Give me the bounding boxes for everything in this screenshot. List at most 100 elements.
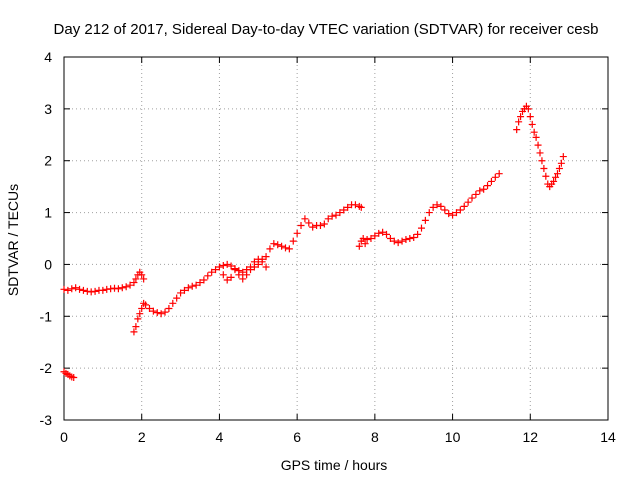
data-point bbox=[64, 286, 72, 294]
data-point bbox=[445, 210, 453, 218]
data-point bbox=[301, 215, 309, 223]
data-point bbox=[149, 307, 157, 315]
data-point bbox=[208, 268, 216, 276]
y-tick-label: -2 bbox=[40, 360, 53, 376]
data-point bbox=[344, 203, 352, 211]
data-point bbox=[177, 289, 185, 297]
data-point bbox=[114, 285, 122, 293]
data-point bbox=[142, 301, 150, 309]
data-point bbox=[79, 286, 87, 294]
data-point bbox=[528, 120, 536, 128]
data-series-2 bbox=[60, 268, 148, 296]
x-tick-label: 2 bbox=[138, 429, 146, 445]
data-point bbox=[258, 258, 266, 266]
data-point bbox=[219, 261, 227, 269]
data-point bbox=[513, 126, 521, 134]
data-point bbox=[452, 209, 460, 217]
data-point bbox=[145, 305, 153, 313]
data-point bbox=[425, 209, 433, 217]
data-point bbox=[196, 279, 204, 287]
grid-lines bbox=[64, 57, 608, 420]
data-point bbox=[526, 113, 534, 121]
data-point bbox=[60, 285, 68, 293]
data-point bbox=[212, 266, 220, 274]
data-point bbox=[316, 222, 324, 230]
data-point bbox=[491, 173, 499, 181]
x-axis-label: GPS time / hours bbox=[281, 457, 388, 473]
data-point bbox=[157, 310, 165, 318]
data-point bbox=[367, 235, 375, 242]
data-point bbox=[285, 245, 293, 253]
data-point bbox=[394, 239, 402, 247]
data-point bbox=[460, 202, 468, 210]
data-point bbox=[138, 271, 146, 279]
data-point bbox=[215, 263, 223, 271]
data-point bbox=[390, 237, 398, 245]
x-tick-label: 12 bbox=[522, 429, 538, 445]
data-point bbox=[340, 206, 348, 214]
data-point bbox=[305, 219, 313, 227]
data-point bbox=[262, 263, 270, 271]
data-series-4 bbox=[219, 258, 270, 284]
data-point bbox=[184, 284, 192, 292]
x-tick-label: 14 bbox=[600, 429, 616, 445]
data-point bbox=[293, 229, 301, 237]
x-tick-label: 6 bbox=[293, 429, 301, 445]
y-tick-label: 3 bbox=[44, 101, 52, 117]
data-point bbox=[542, 172, 550, 180]
y-tick-label: 4 bbox=[44, 49, 52, 65]
data-point bbox=[361, 240, 369, 248]
data-series-1 bbox=[60, 368, 78, 381]
data-point bbox=[375, 229, 383, 237]
data-point bbox=[204, 272, 212, 280]
data-point bbox=[357, 203, 365, 211]
data-point bbox=[239, 275, 247, 283]
data-point bbox=[433, 201, 441, 209]
data-point bbox=[402, 236, 410, 244]
data-point bbox=[552, 173, 560, 181]
data-point bbox=[379, 228, 387, 236]
data-point bbox=[383, 230, 391, 238]
data-point bbox=[153, 309, 161, 317]
data-point bbox=[487, 177, 495, 185]
data-point bbox=[68, 285, 76, 293]
data-point bbox=[188, 282, 196, 290]
data-point bbox=[557, 159, 565, 167]
data-point bbox=[480, 185, 488, 193]
axis-ticks bbox=[63, 56, 609, 421]
y-tick-label: -1 bbox=[40, 308, 53, 324]
data-point bbox=[386, 235, 394, 242]
data-point bbox=[254, 260, 262, 268]
data-point bbox=[559, 153, 567, 161]
chart-title: Day 212 of 2017, Sidereal Day-to-day VTE… bbox=[54, 21, 599, 38]
data-point bbox=[134, 315, 142, 323]
data-point bbox=[414, 230, 422, 238]
y-tick-label: 0 bbox=[44, 256, 52, 272]
data-point bbox=[351, 201, 359, 209]
data-point bbox=[332, 211, 340, 219]
data-point bbox=[449, 211, 457, 219]
data-point bbox=[524, 105, 532, 113]
data-point bbox=[140, 275, 148, 283]
data-point bbox=[464, 198, 472, 206]
data-point bbox=[406, 235, 414, 242]
data-point bbox=[324, 215, 332, 223]
data-point bbox=[219, 271, 227, 279]
data-point bbox=[320, 220, 328, 228]
data-point bbox=[99, 286, 107, 294]
data-point bbox=[118, 284, 126, 292]
data-point bbox=[456, 206, 464, 214]
x-tick-label: 0 bbox=[60, 429, 68, 445]
data-point bbox=[262, 253, 270, 261]
x-tick-label: 8 bbox=[371, 429, 379, 445]
y-tick-label: -3 bbox=[40, 412, 53, 428]
data-point bbox=[165, 305, 173, 313]
x-tick-label: 4 bbox=[216, 429, 224, 445]
data-point bbox=[132, 275, 140, 283]
data-point bbox=[538, 157, 546, 165]
data-point bbox=[76, 285, 84, 293]
y-tick-label: 1 bbox=[44, 205, 52, 221]
data-point bbox=[72, 284, 80, 292]
x-tick-label: 10 bbox=[445, 429, 461, 445]
